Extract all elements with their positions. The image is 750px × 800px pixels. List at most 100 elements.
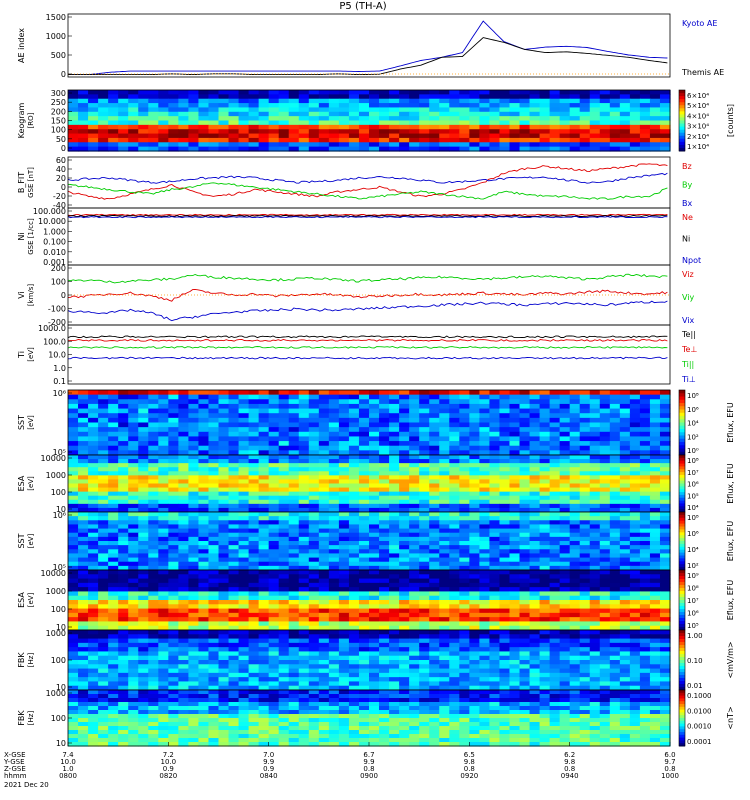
heatmap-cell: [298, 98, 310, 104]
heatmap-cell: [98, 463, 109, 468]
heatmap-cell: [489, 541, 501, 546]
heatmap-cell: [409, 549, 420, 555]
heatmap-cell: [318, 532, 330, 538]
heatmap-cell: [509, 107, 521, 113]
heatmap-cell: [429, 549, 440, 555]
heatmap-cell: [88, 512, 99, 517]
heatmap-cell: [539, 545, 551, 550]
heatmap-cell: [629, 107, 641, 113]
heatmap-cell: [439, 582, 450, 588]
heatmap-cell: [88, 479, 99, 485]
heatmap-cell: [108, 557, 119, 563]
series-line-te: [67, 335, 668, 339]
heatmap-cell: [419, 413, 430, 419]
heatmap-cell: [399, 483, 410, 489]
heatmap-cell: [258, 651, 270, 657]
heatmap-cell: [318, 436, 330, 442]
heatmap-cell: [68, 660, 79, 665]
heatmap-cell: [128, 103, 139, 109]
heatmap-cell: [158, 436, 169, 442]
heatmap-cell: [389, 124, 400, 130]
heatmap-cell: [148, 630, 159, 635]
heatmap-cell: [268, 427, 280, 433]
heatmap-cell: [649, 499, 661, 505]
heatmap-cell: [369, 587, 380, 593]
heatmap-cell: [389, 445, 400, 451]
heatmap-cell: [208, 664, 220, 670]
heatmap-cell: [579, 651, 591, 657]
heatmap-cell: [579, 587, 591, 593]
heatmap-cell: [579, 124, 591, 130]
heatmap-cell: [138, 146, 149, 152]
heatmap-cell: [298, 582, 310, 588]
heatmap-cell: [659, 116, 671, 122]
heatmap-cell: [529, 574, 541, 580]
heatmap-cell: [108, 427, 119, 433]
heatmap-cell: [348, 612, 360, 618]
colorbar-segment: [679, 141, 685, 146]
heatmap-cell: [369, 578, 380, 584]
heatmap-cell: [469, 541, 480, 546]
heatmap-cell: [328, 621, 340, 627]
heatmap-cell: [579, 557, 591, 563]
heatmap-cell: [489, 399, 501, 405]
heatmap-cell: [559, 431, 571, 438]
heatmap-cell: [298, 545, 310, 550]
heatmap-cell: [519, 427, 531, 433]
heatmap-cell: [379, 463, 390, 468]
heatmap-cell: [499, 578, 511, 584]
heatmap-cell: [338, 103, 350, 109]
heatmap-cell: [328, 553, 340, 559]
heatmap-cell: [218, 570, 230, 575]
heatmap-cell: [308, 403, 320, 410]
heatmap-cell: [318, 565, 330, 571]
heatmap-cell: [218, 495, 230, 501]
heatmap-cell: [108, 582, 119, 588]
heatmap-cell: [549, 647, 561, 653]
heatmap-cell: [399, 532, 410, 538]
heatmap-cell: [188, 536, 200, 542]
heatmap-cell: [338, 532, 350, 538]
heatmap-cell: [318, 487, 330, 493]
heatmap-cell: [449, 516, 460, 521]
colorbar-segment: [679, 514, 685, 519]
heatmap-cell: [649, 417, 661, 424]
heatmap-cell: [389, 553, 400, 559]
heatmap-cell: [449, 90, 460, 95]
heatmap-cell: [489, 578, 501, 584]
heatmap-cell: [649, 98, 661, 104]
heatmap-cell: [138, 455, 149, 460]
y-axis-label: SST: [17, 415, 26, 430]
heatmap-cell: [298, 124, 310, 130]
heatmap-cell: [519, 124, 531, 130]
heatmap-cell: [318, 399, 330, 405]
heatmap-cell: [449, 591, 460, 597]
heatmap-cell: [318, 483, 330, 489]
heatmap-cell: [318, 578, 330, 584]
heatmap-cell: [479, 111, 490, 117]
heatmap-cell: [509, 591, 521, 597]
heatmap-cell: [459, 591, 470, 597]
colorbar-segment: [679, 627, 685, 631]
heatmap-cell: [78, 116, 89, 122]
heatmap-cell: [499, 524, 511, 530]
heatmap-cell: [629, 507, 641, 513]
heatmap-cell: [68, 528, 79, 534]
heatmap-cell: [288, 582, 300, 588]
heatmap-cell: [298, 142, 310, 148]
heatmap-cell: [148, 98, 159, 104]
heatmap-cell: [228, 94, 240, 100]
heatmap-cell: [489, 660, 501, 665]
heatmap-cell: [98, 541, 109, 546]
heatmap-cell: [639, 655, 651, 661]
heatmap-cell: [308, 541, 320, 546]
heatmap-cell: [158, 664, 169, 670]
heatmap-cell: [499, 98, 511, 104]
heatmap-cell: [429, 445, 440, 451]
heatmap-cell: [288, 487, 300, 493]
colorbar-segment: [679, 96, 685, 100]
heatmap-cell: [419, 507, 430, 513]
colorbar-tick-label: 3×10⁴: [687, 123, 709, 131]
heatmap-cell: [579, 137, 591, 143]
heatmap-cell: [499, 557, 511, 563]
